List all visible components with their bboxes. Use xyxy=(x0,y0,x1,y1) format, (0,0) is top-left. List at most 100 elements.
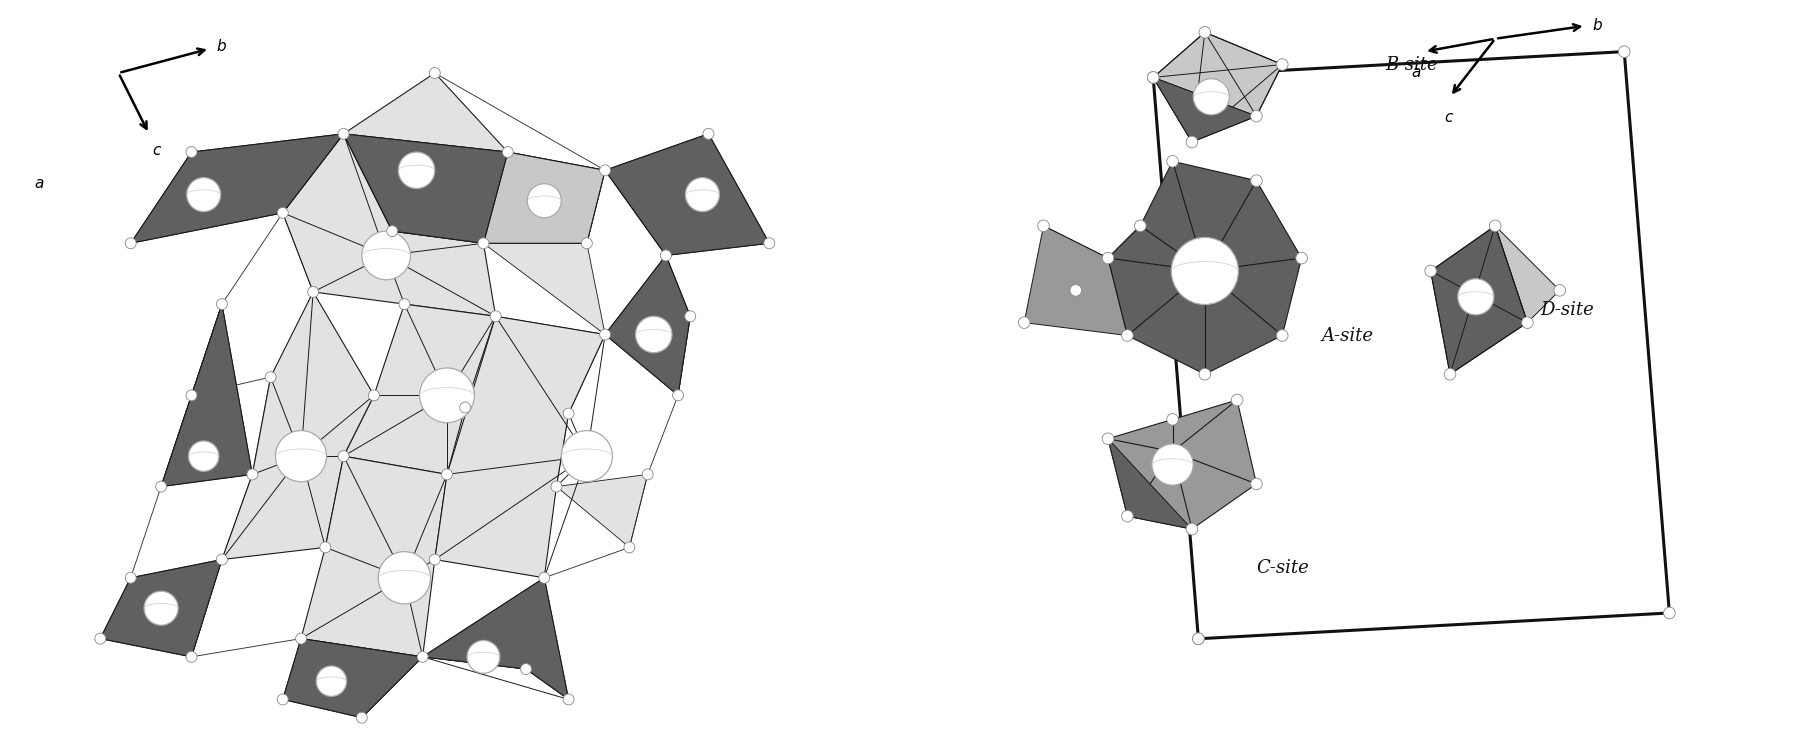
Text: $b$: $b$ xyxy=(1591,16,1604,33)
Polygon shape xyxy=(1109,439,1192,529)
Circle shape xyxy=(1166,413,1179,425)
Circle shape xyxy=(563,408,574,419)
Polygon shape xyxy=(101,559,221,657)
Circle shape xyxy=(265,372,275,383)
Circle shape xyxy=(308,286,319,298)
Polygon shape xyxy=(1154,77,1256,142)
Polygon shape xyxy=(344,134,508,243)
Circle shape xyxy=(387,226,398,237)
Polygon shape xyxy=(344,304,495,474)
Text: $c$: $c$ xyxy=(1444,110,1454,125)
Circle shape xyxy=(1039,220,1049,232)
Circle shape xyxy=(479,237,490,249)
Circle shape xyxy=(1069,284,1082,296)
Polygon shape xyxy=(1154,32,1282,142)
Text: B-site: B-site xyxy=(1386,56,1438,73)
Circle shape xyxy=(1172,237,1238,304)
Polygon shape xyxy=(1044,226,1141,290)
Circle shape xyxy=(398,152,436,188)
Text: C-site: C-site xyxy=(1256,559,1309,577)
Polygon shape xyxy=(162,304,252,487)
Text: $c$: $c$ xyxy=(151,143,162,158)
Circle shape xyxy=(551,481,562,492)
Circle shape xyxy=(1521,317,1534,329)
Circle shape xyxy=(216,298,227,309)
Text: D-site: D-site xyxy=(1541,301,1595,319)
Circle shape xyxy=(1426,265,1436,277)
Circle shape xyxy=(684,311,697,322)
Polygon shape xyxy=(495,316,605,413)
Circle shape xyxy=(1296,252,1307,264)
Circle shape xyxy=(1251,478,1262,490)
Circle shape xyxy=(661,250,671,261)
Circle shape xyxy=(320,542,331,553)
Circle shape xyxy=(562,430,612,482)
Circle shape xyxy=(338,450,349,462)
Circle shape xyxy=(635,316,671,352)
Circle shape xyxy=(1152,444,1193,485)
Circle shape xyxy=(1444,369,1456,380)
Circle shape xyxy=(1102,433,1114,444)
Polygon shape xyxy=(423,578,569,700)
Circle shape xyxy=(1019,317,1030,329)
Circle shape xyxy=(520,663,531,674)
Circle shape xyxy=(1276,329,1289,341)
Circle shape xyxy=(1193,79,1229,115)
Polygon shape xyxy=(283,134,495,316)
Circle shape xyxy=(1147,72,1159,83)
Polygon shape xyxy=(484,243,605,335)
Circle shape xyxy=(155,481,167,492)
Circle shape xyxy=(673,390,684,401)
Circle shape xyxy=(247,469,257,480)
Circle shape xyxy=(563,694,574,705)
Circle shape xyxy=(502,147,513,157)
Polygon shape xyxy=(301,456,446,657)
Circle shape xyxy=(1458,279,1494,315)
Polygon shape xyxy=(1496,226,1559,323)
Circle shape xyxy=(430,68,441,79)
Polygon shape xyxy=(605,255,689,395)
Circle shape xyxy=(643,469,653,480)
Polygon shape xyxy=(1024,226,1127,335)
Polygon shape xyxy=(221,292,374,559)
Polygon shape xyxy=(344,73,508,152)
Polygon shape xyxy=(436,316,605,578)
Circle shape xyxy=(538,572,549,583)
Circle shape xyxy=(378,551,430,604)
Circle shape xyxy=(400,298,410,309)
Circle shape xyxy=(490,311,500,322)
Circle shape xyxy=(1251,111,1262,122)
Circle shape xyxy=(277,694,288,705)
Circle shape xyxy=(1251,175,1262,186)
Text: $b$: $b$ xyxy=(216,38,227,53)
Circle shape xyxy=(1134,220,1147,232)
Circle shape xyxy=(356,712,367,723)
Circle shape xyxy=(686,177,720,211)
Circle shape xyxy=(1663,607,1676,619)
Circle shape xyxy=(1166,156,1179,167)
Circle shape xyxy=(277,208,288,218)
Circle shape xyxy=(1186,523,1197,535)
Circle shape xyxy=(1102,252,1114,264)
Polygon shape xyxy=(1109,161,1301,374)
Polygon shape xyxy=(283,639,423,718)
Circle shape xyxy=(144,591,178,626)
Circle shape xyxy=(1618,46,1631,57)
Circle shape xyxy=(459,402,470,413)
Circle shape xyxy=(1276,59,1289,70)
Text: $a$: $a$ xyxy=(34,177,45,191)
Circle shape xyxy=(1489,220,1501,232)
Polygon shape xyxy=(1431,226,1528,374)
Circle shape xyxy=(1231,394,1242,406)
Polygon shape xyxy=(1109,400,1256,529)
Circle shape xyxy=(1199,369,1211,380)
Circle shape xyxy=(1121,510,1134,522)
Circle shape xyxy=(599,165,610,176)
Circle shape xyxy=(1121,329,1134,341)
Circle shape xyxy=(1186,136,1197,148)
Circle shape xyxy=(704,128,715,139)
Circle shape xyxy=(1199,27,1211,38)
Polygon shape xyxy=(484,152,605,243)
Circle shape xyxy=(369,390,380,401)
Circle shape xyxy=(625,542,635,553)
